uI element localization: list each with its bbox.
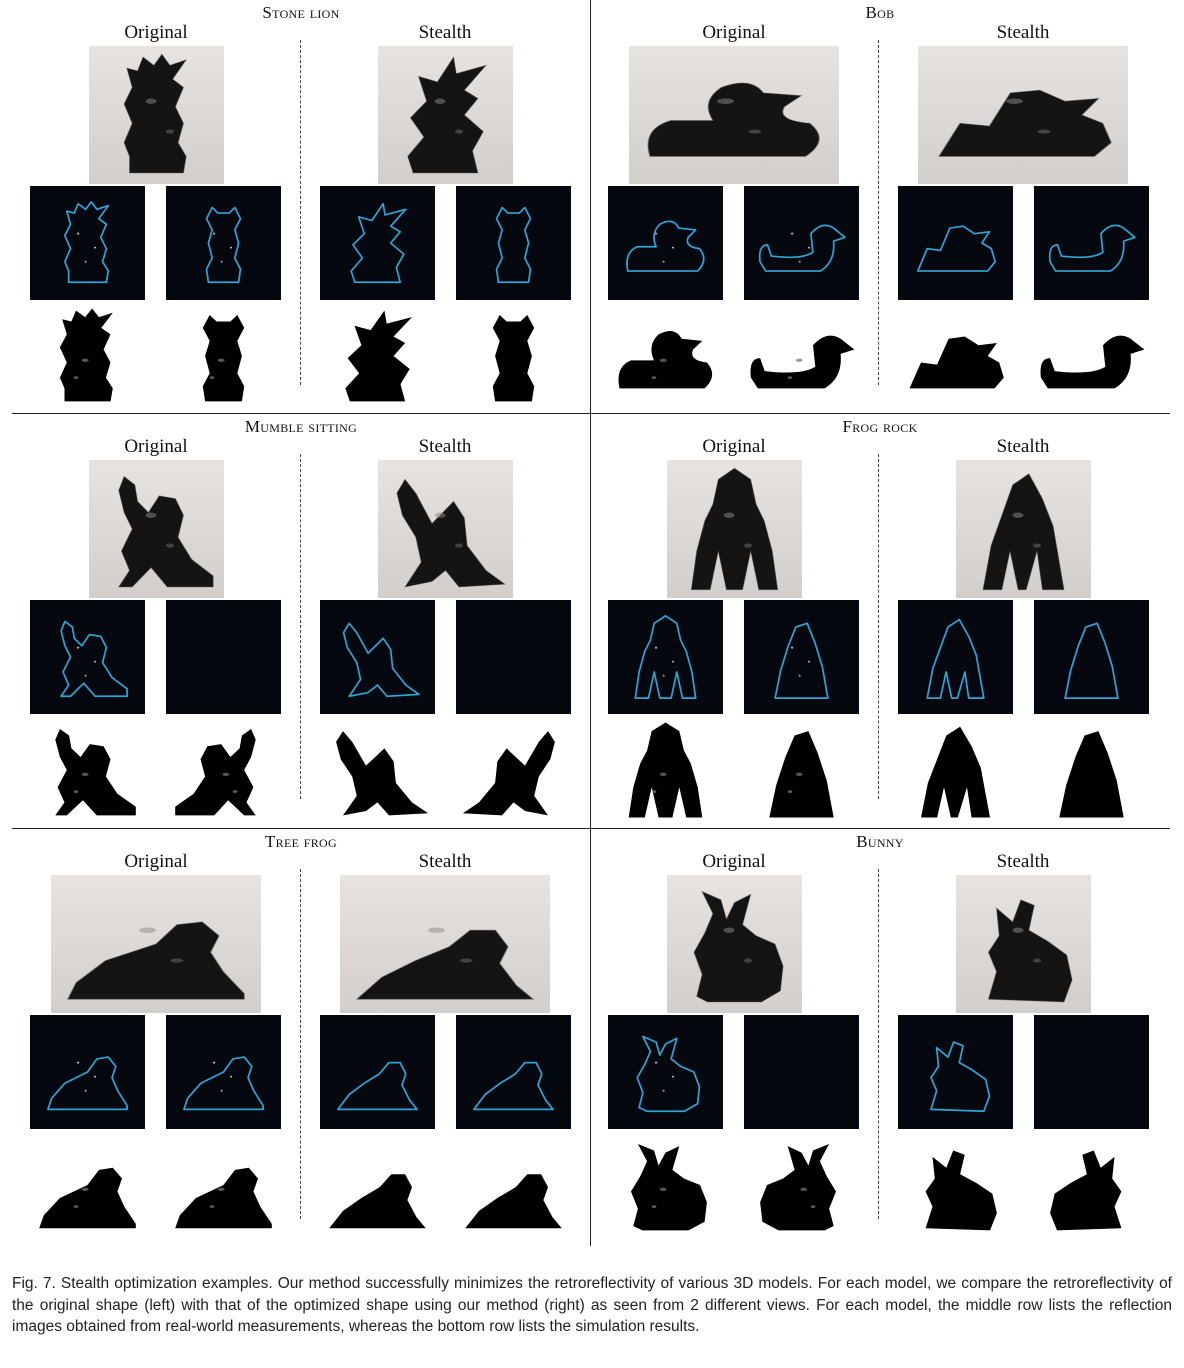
stealth-label: Stealth bbox=[996, 851, 1050, 872]
original-reflection-view-2 bbox=[166, 1015, 281, 1129]
stealth-photo bbox=[340, 875, 550, 1013]
stealth-label: Stealth bbox=[996, 436, 1050, 457]
panel-title: Mumble sitting bbox=[244, 417, 358, 436]
view-separator bbox=[300, 454, 301, 799]
stealth-simulation-view-1 bbox=[320, 1131, 435, 1239]
stealth-simulation-view-1 bbox=[320, 716, 435, 824]
stealth-reflection-view-1 bbox=[320, 600, 435, 714]
stealth-reflection-view-1 bbox=[898, 1015, 1013, 1129]
original-reflection-view-2 bbox=[744, 1015, 859, 1129]
original-reflection-view-2 bbox=[744, 600, 859, 714]
stealth-label: Stealth bbox=[996, 22, 1050, 43]
view-separator bbox=[878, 869, 879, 1219]
original-reflection-view-1 bbox=[30, 1015, 145, 1129]
original-label: Original bbox=[702, 22, 766, 43]
original-simulation-view-1 bbox=[30, 1131, 145, 1239]
stealth-simulation-view-2 bbox=[1034, 302, 1149, 410]
center-divider bbox=[590, 0, 591, 1246]
stealth-photo bbox=[377, 46, 513, 184]
stealth-photo bbox=[377, 460, 513, 598]
original-reflection-view-1 bbox=[608, 1015, 723, 1129]
original-simulation-view-1 bbox=[608, 716, 723, 824]
panel-title: Bob bbox=[865, 3, 895, 22]
stealth-photo bbox=[955, 460, 1091, 598]
stealth-simulation-view-2 bbox=[1034, 1131, 1149, 1239]
stealth-reflection-view-2 bbox=[1034, 186, 1149, 300]
original-photo bbox=[88, 460, 224, 598]
original-photo bbox=[51, 875, 261, 1013]
row-divider-1 bbox=[12, 413, 1170, 414]
stealth-simulation-view-2 bbox=[456, 716, 571, 824]
stealth-label: Stealth bbox=[418, 851, 472, 872]
original-photo bbox=[629, 46, 839, 184]
original-photo bbox=[666, 460, 802, 598]
original-simulation-view-2 bbox=[166, 716, 281, 824]
stealth-reflection-view-2 bbox=[1034, 600, 1149, 714]
panel-title: Bunny bbox=[856, 832, 904, 851]
stealth-reflection-view-1 bbox=[320, 1015, 435, 1129]
stealth-simulation-view-1 bbox=[320, 302, 435, 410]
original-simulation-view-1 bbox=[608, 1131, 723, 1239]
original-label: Original bbox=[124, 436, 188, 457]
original-reflection-view-1 bbox=[30, 600, 145, 714]
original-label: Original bbox=[124, 851, 188, 872]
original-simulation-view-1 bbox=[30, 302, 145, 410]
row-divider-2 bbox=[12, 828, 1170, 829]
stealth-label: Stealth bbox=[418, 436, 472, 457]
original-reflection-view-1 bbox=[30, 186, 145, 300]
stealth-reflection-view-1 bbox=[898, 600, 1013, 714]
stealth-simulation-view-2 bbox=[456, 1131, 571, 1239]
stealth-reflection-view-2 bbox=[456, 600, 571, 714]
panel-title: Frog rock bbox=[842, 417, 918, 436]
original-simulation-view-2 bbox=[166, 302, 281, 410]
view-separator bbox=[878, 40, 879, 385]
original-label: Original bbox=[124, 22, 188, 43]
stealth-simulation-view-2 bbox=[1034, 716, 1149, 824]
original-reflection-view-2 bbox=[166, 600, 281, 714]
original-simulation-view-1 bbox=[30, 716, 145, 824]
stealth-reflection-view-2 bbox=[1034, 1015, 1149, 1129]
original-simulation-view-2 bbox=[744, 302, 859, 410]
view-separator bbox=[300, 869, 301, 1219]
original-reflection-view-2 bbox=[166, 186, 281, 300]
original-simulation-view-2 bbox=[744, 716, 859, 824]
stealth-reflection-view-2 bbox=[456, 186, 571, 300]
original-simulation-view-2 bbox=[744, 1131, 859, 1239]
original-photo bbox=[666, 875, 802, 1013]
original-simulation-view-1 bbox=[608, 302, 723, 410]
original-photo bbox=[88, 46, 224, 184]
figure-caption: Fig. 7. Stealth optimization examples. O… bbox=[12, 1275, 1172, 1335]
panel-title: Stone lion bbox=[262, 3, 340, 22]
original-reflection-view-1 bbox=[608, 186, 723, 300]
original-simulation-view-2 bbox=[166, 1131, 281, 1239]
original-label: Original bbox=[702, 851, 766, 872]
stealth-reflection-view-2 bbox=[456, 1015, 571, 1129]
view-separator bbox=[878, 454, 879, 799]
original-reflection-view-1 bbox=[608, 600, 723, 714]
stealth-photo bbox=[955, 875, 1091, 1013]
stealth-simulation-view-1 bbox=[898, 716, 1013, 824]
stealth-photo bbox=[918, 46, 1128, 184]
stealth-simulation-view-2 bbox=[456, 302, 571, 410]
stealth-label: Stealth bbox=[418, 22, 472, 43]
stealth-reflection-view-1 bbox=[898, 186, 1013, 300]
view-separator bbox=[300, 40, 301, 385]
panel-title: Tree frog bbox=[264, 832, 337, 851]
stealth-reflection-view-1 bbox=[320, 186, 435, 300]
original-label: Original bbox=[702, 436, 766, 457]
stealth-simulation-view-1 bbox=[898, 1131, 1013, 1239]
stealth-simulation-view-1 bbox=[898, 302, 1013, 410]
original-reflection-view-2 bbox=[744, 186, 859, 300]
